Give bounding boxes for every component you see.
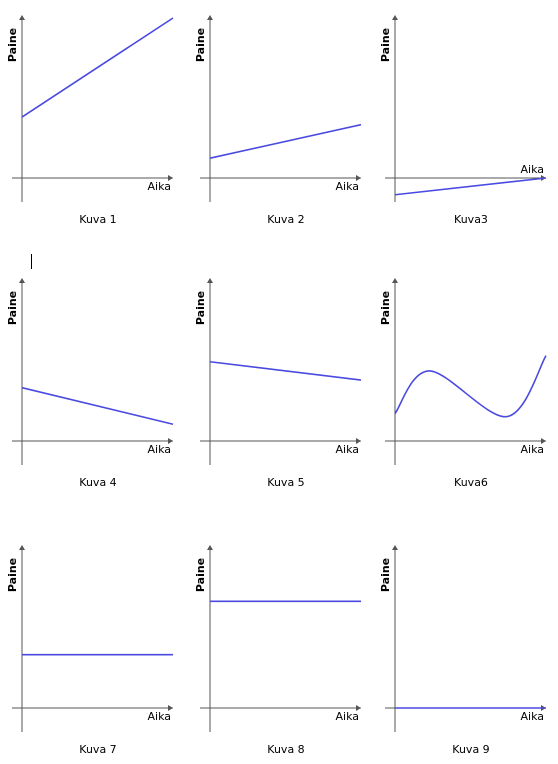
series-line bbox=[209, 360, 362, 381]
panel-caption: Kuva 9 bbox=[452, 743, 489, 756]
y-axis-label: Paine bbox=[6, 28, 19, 62]
x-axis-arrow bbox=[356, 438, 361, 444]
x-axis-label: Aika bbox=[148, 710, 172, 723]
y-axis-label: Paine bbox=[194, 558, 207, 592]
panel-4: Paine Aika Kuva 4 bbox=[6, 278, 174, 489]
y-axis-label: Paine bbox=[194, 28, 207, 62]
panel-9: Paine Aika Kuva 9 bbox=[379, 545, 546, 756]
panel-caption: Kuva 4 bbox=[79, 476, 116, 489]
panel-caption: Kuva3 bbox=[454, 213, 488, 226]
x-axis-arrow bbox=[541, 438, 546, 444]
panel-caption: Kuva 8 bbox=[267, 743, 304, 756]
x-axis-label: Aika bbox=[521, 163, 545, 176]
panel-caption: Kuva 1 bbox=[79, 213, 116, 226]
x-axis-arrow bbox=[356, 705, 361, 711]
y-axis-label: Paine bbox=[6, 291, 19, 325]
series-line bbox=[394, 355, 547, 418]
y-axis-label: Paine bbox=[379, 28, 392, 62]
text-cursor bbox=[31, 254, 32, 269]
panel-2: Paine Aika Kuva 2 bbox=[194, 15, 362, 226]
series-line bbox=[21, 17, 174, 118]
panel-caption: Kuva 2 bbox=[267, 213, 304, 226]
x-axis-arrow bbox=[168, 175, 173, 181]
y-axis-arrow bbox=[392, 545, 398, 550]
panel-6: Paine Aika Kuva6 bbox=[379, 278, 547, 489]
y-axis-arrow bbox=[19, 545, 25, 550]
x-axis-label: Aika bbox=[148, 443, 172, 456]
x-axis-label: Aika bbox=[521, 710, 545, 723]
x-axis-label: Aika bbox=[521, 443, 545, 456]
x-axis-arrow bbox=[168, 705, 173, 711]
panel-caption: Kuva6 bbox=[454, 476, 488, 489]
y-axis-arrow bbox=[392, 15, 398, 20]
y-axis-arrow bbox=[19, 15, 25, 20]
x-axis-label: Aika bbox=[336, 443, 360, 456]
panel-7: Paine Aika Kuva 7 bbox=[6, 545, 173, 756]
y-axis-label: Paine bbox=[6, 558, 19, 592]
x-axis-label: Aika bbox=[336, 180, 360, 193]
x-axis-label: Aika bbox=[336, 710, 360, 723]
y-axis-arrow bbox=[392, 278, 398, 283]
series-line bbox=[209, 123, 362, 159]
y-axis-label: Paine bbox=[194, 291, 207, 325]
y-axis-label: Paine bbox=[379, 291, 392, 325]
y-axis-arrow bbox=[207, 278, 213, 283]
panel-5: Paine Aika Kuva 5 bbox=[194, 278, 362, 489]
panel-1: Paine Aika Kuva 1 bbox=[6, 15, 174, 226]
y-axis-arrow bbox=[207, 15, 213, 20]
series-line bbox=[21, 386, 174, 426]
y-axis-arrow bbox=[19, 278, 25, 283]
panel-caption: Kuva 5 bbox=[267, 476, 304, 489]
x-axis-arrow bbox=[356, 175, 361, 181]
series-line bbox=[394, 177, 547, 196]
x-axis-label: Aika bbox=[148, 180, 172, 193]
y-axis-arrow bbox=[207, 545, 213, 550]
panel-3: Paine Aika Kuva3 bbox=[379, 15, 547, 226]
x-axis-arrow bbox=[168, 438, 173, 444]
panel-caption: Kuva 7 bbox=[79, 743, 116, 756]
y-axis-label: Paine bbox=[379, 558, 392, 592]
panel-8: Paine Aika Kuva 8 bbox=[194, 545, 361, 756]
